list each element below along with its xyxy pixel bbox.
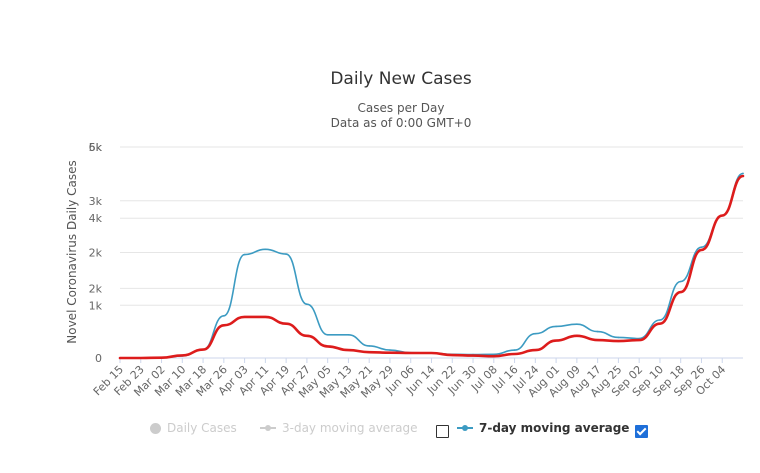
series-1-point-0	[119, 357, 121, 359]
series-1-point-24	[617, 340, 620, 342]
series-1-point-30	[742, 175, 744, 177]
chart-subtitle-1: Cases per Day	[358, 101, 445, 115]
series-1-point-9	[306, 335, 308, 337]
series-0-point-19	[513, 349, 516, 351]
legend-7-day-label: 7-day moving average	[479, 421, 630, 435]
series-0-point-7	[264, 248, 267, 251]
series-0-point-5	[223, 315, 225, 317]
y-tick-label-3: 2k	[89, 247, 103, 260]
checkbox-3-day-average[interactable]	[436, 425, 449, 438]
y-tick-label-1: 1k	[89, 299, 103, 312]
legend-3-day-line-icon	[260, 425, 276, 431]
series-1-point-5	[223, 324, 225, 327]
legend-7-day-line-icon	[457, 425, 473, 431]
series-1-point-28	[700, 249, 703, 251]
series-1-point-12	[368, 351, 371, 354]
series-0-point-27	[679, 280, 682, 283]
series-1-point-7	[264, 316, 267, 318]
series-0-point-18	[493, 353, 495, 356]
series-0-point-11	[347, 334, 350, 336]
series-layer	[118, 172, 745, 360]
series-1-point-22	[576, 335, 578, 337]
series-0-point-10	[326, 334, 329, 336]
series-1-point-19	[513, 353, 516, 355]
legend-daily-cases-label: Daily Cases	[167, 421, 237, 435]
series-1-point-23	[596, 339, 599, 341]
checkbox-7-day-average[interactable]	[635, 425, 648, 438]
series-1-point-8	[285, 322, 287, 325]
legend-item-daily-cases[interactable]: Daily Cases	[150, 421, 237, 435]
series-0-point-30	[742, 172, 744, 175]
series-1-point-13	[389, 351, 391, 354]
series-0-point-28	[700, 246, 703, 248]
series-0-point-21	[555, 325, 557, 328]
legend-item-3-day-average[interactable]: 3-day moving average	[260, 421, 417, 435]
series-1-point-18	[493, 355, 495, 358]
y-tick-label-0: 0	[95, 352, 102, 365]
legend-daily-cases-dot-icon	[150, 422, 161, 434]
y-tick-label-2: 2k	[89, 282, 103, 295]
series-0-point-13	[389, 349, 391, 351]
chart-subtitle-2: Data as of 0:00 GMT+0	[331, 116, 472, 130]
series-1-point-10	[326, 345, 329, 348]
y-axis-label: Novel Coronavirus Daily Cases	[65, 160, 79, 343]
legend-3-day-label: 3-day moving average	[282, 421, 418, 435]
series-1-point-11	[347, 349, 350, 351]
series-1-point-2	[160, 356, 163, 359]
series-0-point-20	[534, 332, 537, 335]
series-1-point-25	[638, 339, 640, 341]
series-1-point-14	[409, 352, 412, 354]
series-1-point-27	[679, 291, 682, 293]
series-1-point-3	[181, 354, 184, 357]
series-0-point-24	[617, 336, 620, 339]
series-0-point-23	[596, 330, 599, 333]
y-tick-label-5: 3k	[89, 195, 103, 208]
series-0-point-22	[576, 323, 578, 326]
series-1-point-6	[243, 316, 246, 318]
series-1-point-29	[721, 214, 723, 217]
series-1-point-17	[472, 354, 474, 357]
y-tick-label-7: 6k	[89, 141, 103, 154]
y-tick-label-6: 5k	[89, 141, 103, 154]
legend-item-7-day-average[interactable]: 7-day moving average	[457, 421, 629, 435]
series-1-point-15	[430, 352, 433, 354]
grid-layer	[120, 146, 743, 359]
y-tick-label-4: 4k	[89, 212, 103, 225]
series-0-point-8	[285, 253, 287, 255]
series-1-point-21	[555, 339, 557, 342]
chart-title: Daily New Cases	[330, 69, 472, 89]
series-0-point-26	[659, 319, 661, 321]
series-1-point-4	[202, 348, 204, 351]
series-0-point-6	[243, 253, 246, 256]
series-1-point-20	[534, 349, 537, 351]
series-0-point-12	[368, 345, 371, 347]
series-0-point-9	[306, 303, 308, 306]
series-1-point-1	[140, 357, 142, 359]
series-1-point-16	[451, 354, 454, 356]
series-1-point-26	[659, 322, 661, 325]
